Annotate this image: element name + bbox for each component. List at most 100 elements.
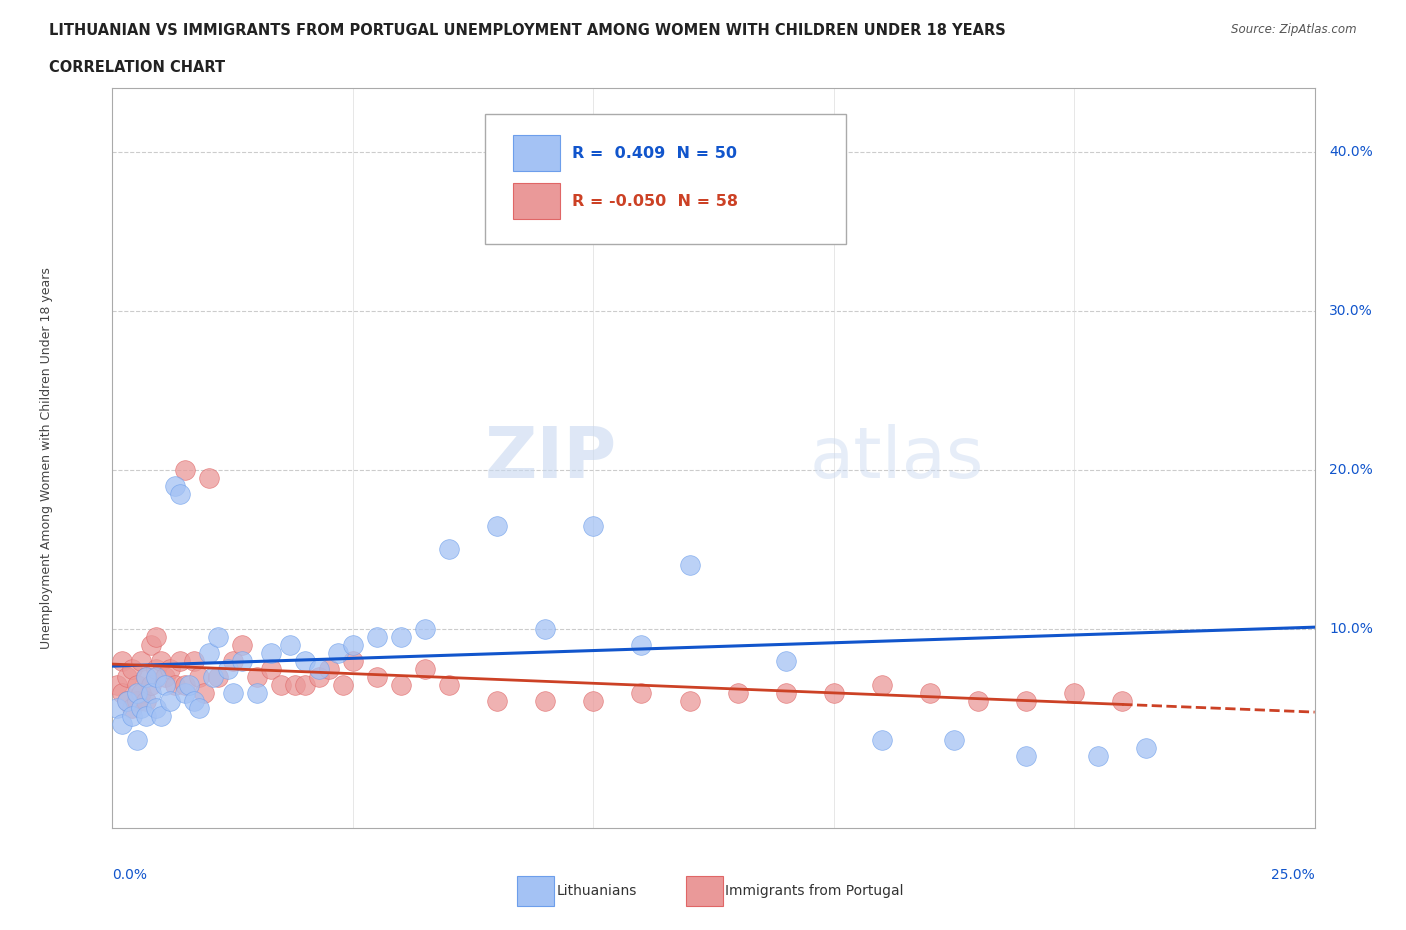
Point	[207, 630, 229, 644]
Point	[294, 677, 316, 692]
Point	[534, 693, 557, 708]
Point	[260, 661, 283, 676]
Point	[437, 542, 460, 557]
Point	[197, 471, 219, 485]
Text: R = -0.050  N = 58: R = -0.050 N = 58	[572, 194, 738, 209]
Text: 10.0%: 10.0%	[1329, 622, 1372, 636]
Point	[823, 685, 845, 700]
Point	[125, 733, 148, 748]
Point	[413, 621, 436, 636]
Point	[183, 693, 205, 708]
Text: atlas: atlas	[810, 423, 984, 493]
Point	[246, 685, 269, 700]
Point	[678, 558, 700, 573]
Point	[149, 709, 172, 724]
Point	[284, 677, 307, 692]
Point	[486, 518, 509, 533]
Point	[207, 670, 229, 684]
Point	[246, 670, 269, 684]
Text: ZIP: ZIP	[485, 423, 617, 493]
Point	[1015, 693, 1038, 708]
Point	[918, 685, 941, 700]
Point	[1135, 741, 1157, 756]
Point	[775, 653, 797, 668]
Point	[332, 677, 354, 692]
Point	[121, 661, 143, 676]
Point	[145, 670, 167, 684]
Point	[193, 685, 215, 700]
Point	[217, 661, 239, 676]
Text: 0.0%: 0.0%	[112, 869, 148, 883]
Point	[437, 677, 460, 692]
Point	[870, 677, 893, 692]
Point	[222, 653, 245, 668]
Point	[139, 685, 162, 700]
Point	[173, 677, 195, 692]
Point	[823, 216, 845, 231]
Point	[155, 677, 177, 692]
Point	[163, 478, 186, 493]
Point	[159, 661, 181, 676]
FancyBboxPatch shape	[485, 114, 846, 244]
Point	[125, 677, 148, 692]
Point	[270, 677, 292, 692]
Point	[121, 709, 143, 724]
Point	[486, 693, 509, 708]
Text: Source: ZipAtlas.com: Source: ZipAtlas.com	[1232, 23, 1357, 36]
Point	[678, 693, 700, 708]
Point	[582, 693, 605, 708]
Point	[111, 685, 134, 700]
Point	[727, 685, 749, 700]
Point	[582, 518, 605, 533]
Text: Immigrants from Portugal: Immigrants from Portugal	[725, 884, 904, 898]
Point	[294, 653, 316, 668]
Point	[389, 630, 412, 644]
Point	[131, 701, 153, 716]
Point	[115, 693, 138, 708]
Point	[183, 653, 205, 668]
Point	[231, 637, 253, 652]
Point	[366, 670, 388, 684]
Point	[105, 677, 128, 692]
Point	[318, 661, 340, 676]
Point	[169, 486, 191, 501]
Point	[188, 670, 211, 684]
Point	[179, 677, 201, 692]
Point	[135, 670, 157, 684]
Point	[1063, 685, 1085, 700]
Point	[115, 693, 138, 708]
Text: LITHUANIAN VS IMMIGRANTS FROM PORTUGAL UNEMPLOYMENT AMONG WOMEN WITH CHILDREN UN: LITHUANIAN VS IMMIGRANTS FROM PORTUGAL U…	[49, 23, 1005, 38]
Point	[328, 645, 350, 660]
Text: CORRELATION CHART: CORRELATION CHART	[49, 60, 225, 75]
Point	[342, 653, 364, 668]
Point	[115, 670, 138, 684]
Point	[149, 653, 172, 668]
Text: 30.0%: 30.0%	[1329, 304, 1372, 318]
Point	[145, 630, 167, 644]
Point	[1111, 693, 1133, 708]
Point	[173, 462, 195, 477]
Point	[121, 701, 143, 716]
Point	[630, 637, 652, 652]
Point	[145, 701, 167, 716]
Point	[870, 733, 893, 748]
Text: 40.0%: 40.0%	[1329, 145, 1372, 159]
Point	[111, 653, 134, 668]
Point	[342, 637, 364, 652]
Point	[389, 677, 412, 692]
Point	[366, 630, 388, 644]
Point	[131, 685, 153, 700]
Point	[139, 637, 162, 652]
Point	[630, 685, 652, 700]
Point	[197, 645, 219, 660]
Text: Unemployment Among Women with Children Under 18 years: Unemployment Among Women with Children U…	[39, 267, 53, 649]
Text: 25.0%: 25.0%	[1271, 869, 1315, 883]
Point	[775, 685, 797, 700]
FancyBboxPatch shape	[513, 183, 560, 219]
Point	[135, 670, 157, 684]
Point	[260, 645, 283, 660]
Point	[111, 717, 134, 732]
Text: Lithuanians: Lithuanians	[557, 884, 637, 898]
Point	[155, 670, 177, 684]
Point	[169, 653, 191, 668]
